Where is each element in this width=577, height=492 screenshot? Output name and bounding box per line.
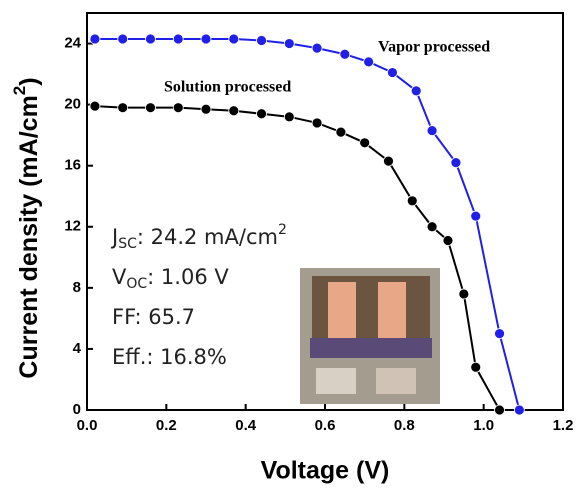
y-tick-label: 12 bbox=[64, 218, 81, 235]
x-tick-label: 0.4 bbox=[235, 417, 257, 434]
device-photo bbox=[300, 268, 440, 404]
data-point bbox=[312, 118, 322, 128]
data-point bbox=[284, 39, 294, 49]
metric-label: J bbox=[110, 225, 118, 249]
data-point bbox=[340, 49, 350, 59]
metric: JSC: 24.2 mA/cm2 bbox=[110, 222, 287, 252]
data-point bbox=[364, 57, 374, 67]
metric-text: : 24.2 mA/cm bbox=[137, 225, 278, 249]
series-label: Vapor processed bbox=[378, 39, 490, 56]
y-tick-label: 8 bbox=[73, 279, 81, 296]
x-tick-label: 1.2 bbox=[553, 417, 574, 434]
metric-text: : 1.06 V bbox=[147, 265, 229, 289]
x-tick-label: 0.2 bbox=[156, 417, 177, 434]
x-axis-label: Voltage (V) bbox=[261, 457, 390, 485]
y-label-sup: 2 bbox=[10, 86, 29, 95]
metric: FF: 65.7 bbox=[112, 305, 195, 329]
y-axis-label: Current density (mA/cm2) bbox=[10, 77, 42, 378]
series-label: Solution processed bbox=[164, 79, 291, 96]
metric: Eff.: 16.8% bbox=[112, 345, 227, 369]
data-point bbox=[284, 112, 294, 122]
data-point bbox=[145, 34, 155, 44]
data-point bbox=[201, 34, 211, 44]
data-point bbox=[90, 101, 100, 111]
x-tick-label: 0.6 bbox=[315, 417, 336, 434]
data-point bbox=[257, 35, 267, 45]
y-tick-label: 16 bbox=[64, 157, 81, 174]
data-point bbox=[459, 289, 469, 299]
x-tick-label: 0.0 bbox=[77, 417, 98, 434]
chart: Voltage (V) Current density (mA/cm2) 0.0… bbox=[0, 0, 577, 492]
data-point bbox=[360, 138, 370, 148]
data-point bbox=[229, 106, 239, 116]
data-point bbox=[495, 329, 505, 339]
data-point bbox=[451, 158, 461, 168]
metric-sub: SC bbox=[118, 236, 137, 252]
y-tick-label: 20 bbox=[64, 96, 81, 113]
data-point bbox=[118, 103, 128, 113]
y-label-end: ) bbox=[15, 77, 43, 85]
data-point bbox=[173, 103, 183, 113]
metric-label: Eff.: 16.8% bbox=[112, 345, 227, 369]
data-point bbox=[257, 109, 267, 119]
y-tick-label: 24 bbox=[64, 35, 81, 52]
data-point bbox=[201, 104, 211, 114]
data-point bbox=[427, 126, 437, 136]
data-point bbox=[471, 211, 481, 221]
y-tick-label: 4 bbox=[73, 340, 82, 357]
metric-sup: 2 bbox=[278, 222, 287, 238]
y-label-text: Current density (mA/cm bbox=[15, 95, 43, 378]
metric: VOC: 1.06 V bbox=[112, 265, 229, 292]
data-point bbox=[495, 405, 505, 415]
y-tick-label: 0 bbox=[73, 401, 81, 418]
data-point bbox=[443, 236, 453, 246]
data-point bbox=[173, 34, 183, 44]
data-point bbox=[471, 362, 481, 372]
x-tick-label: 1.0 bbox=[473, 417, 494, 434]
data-point bbox=[387, 68, 397, 78]
x-tick-label: 0.8 bbox=[394, 417, 415, 434]
data-point bbox=[90, 34, 100, 44]
data-point bbox=[312, 43, 322, 53]
data-point bbox=[383, 156, 393, 166]
metric-label: FF: 65.7 bbox=[112, 305, 195, 329]
data-point bbox=[145, 103, 155, 113]
data-point bbox=[411, 86, 421, 96]
metric-sub: OC bbox=[126, 276, 147, 292]
data-point bbox=[229, 34, 239, 44]
data-point bbox=[336, 127, 346, 137]
data-point bbox=[407, 196, 417, 206]
data-point bbox=[514, 405, 524, 415]
metric-label: V bbox=[112, 265, 127, 289]
data-point bbox=[427, 222, 437, 232]
data-point bbox=[118, 34, 128, 44]
